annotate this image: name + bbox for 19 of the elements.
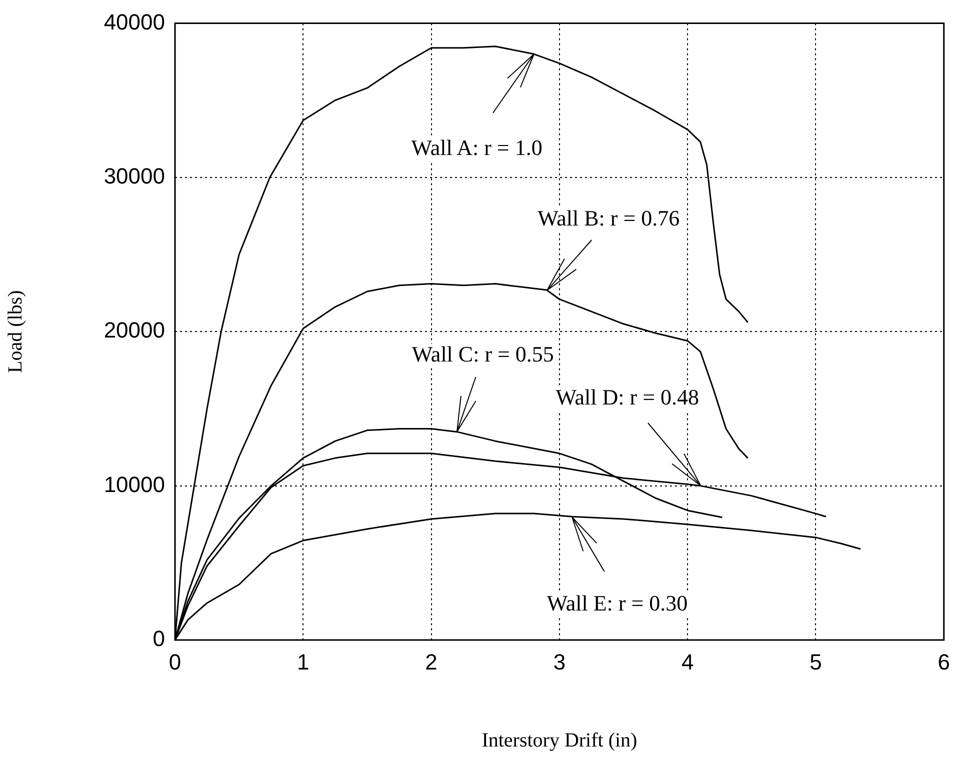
y-tick-label: 10000 [104,472,165,497]
y-axis-title: Load (lbs) [4,290,26,373]
x-tick-label: 0 [168,649,182,674]
x-tick-label: 2 [425,649,438,674]
text: Wall E: r = 0.30 [546,590,688,616]
text: Wall B: r = 0.76 [538,206,680,231]
y-tick-label: 20000 [104,318,165,343]
text: Wall C: r = 0.55 [412,342,554,367]
x-tick-label: 5 [810,649,822,674]
x-tick-label: 3 [553,649,566,674]
y-tick-label: 40000 [104,9,165,34]
text: Wall D: r = 0.48 [556,384,700,410]
x-tick-label: 6 [938,649,950,674]
x-tick-label: 1 [297,649,310,674]
y-tick-label: 0 [152,626,165,652]
x-axis-title: Interstory Drift (in) [482,729,638,752]
text: Wall A: r = 1.0 [411,134,542,160]
y-tick-label: 30000 [104,163,165,188]
x-tick-label: 4 [681,649,694,674]
